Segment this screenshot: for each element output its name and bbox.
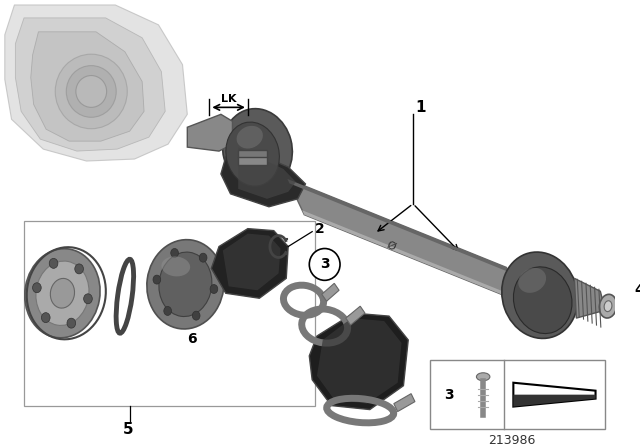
Polygon shape [238,150,267,158]
Ellipse shape [171,249,179,258]
Ellipse shape [476,373,490,381]
Ellipse shape [604,301,612,312]
Ellipse shape [36,261,89,325]
Polygon shape [309,313,408,409]
Polygon shape [317,318,401,404]
Text: 3: 3 [444,388,453,402]
Ellipse shape [147,240,224,329]
Text: 5: 5 [123,422,134,437]
Polygon shape [575,278,605,318]
Ellipse shape [33,283,41,293]
Bar [430,360,605,430]
Ellipse shape [67,65,116,117]
Ellipse shape [159,252,212,317]
Polygon shape [238,157,267,165]
Ellipse shape [502,252,578,338]
Polygon shape [513,395,596,407]
Polygon shape [188,114,232,151]
Polygon shape [15,18,165,151]
Polygon shape [287,179,524,303]
Polygon shape [322,283,339,301]
Ellipse shape [199,253,207,262]
Polygon shape [223,233,280,290]
Polygon shape [221,144,305,207]
Ellipse shape [599,294,617,318]
Ellipse shape [223,109,292,190]
Ellipse shape [55,54,127,129]
Ellipse shape [161,256,190,276]
Text: 3: 3 [320,258,330,271]
Ellipse shape [226,122,280,186]
Ellipse shape [210,284,218,293]
Ellipse shape [237,126,263,148]
Text: 6: 6 [188,332,197,346]
Ellipse shape [49,258,58,268]
Polygon shape [238,147,296,199]
Polygon shape [5,5,188,161]
Polygon shape [346,306,365,325]
Ellipse shape [153,275,161,284]
Ellipse shape [84,294,92,304]
Circle shape [309,249,340,280]
Text: 4: 4 [634,283,640,297]
Ellipse shape [42,313,50,323]
Polygon shape [287,179,509,272]
Ellipse shape [513,267,572,334]
Text: 213986: 213986 [488,434,536,447]
Ellipse shape [75,264,83,274]
Polygon shape [302,210,524,303]
Ellipse shape [25,249,100,338]
Text: LK: LK [221,95,236,104]
Text: Ø: Ø [385,240,397,252]
Ellipse shape [518,268,546,293]
Polygon shape [31,32,144,141]
Ellipse shape [51,278,74,308]
Text: 2: 2 [315,222,325,236]
Ellipse shape [67,318,76,328]
Polygon shape [394,394,415,412]
Ellipse shape [193,311,200,320]
Ellipse shape [164,306,172,315]
Ellipse shape [76,76,107,108]
Text: 1: 1 [415,100,426,115]
Polygon shape [211,228,288,298]
